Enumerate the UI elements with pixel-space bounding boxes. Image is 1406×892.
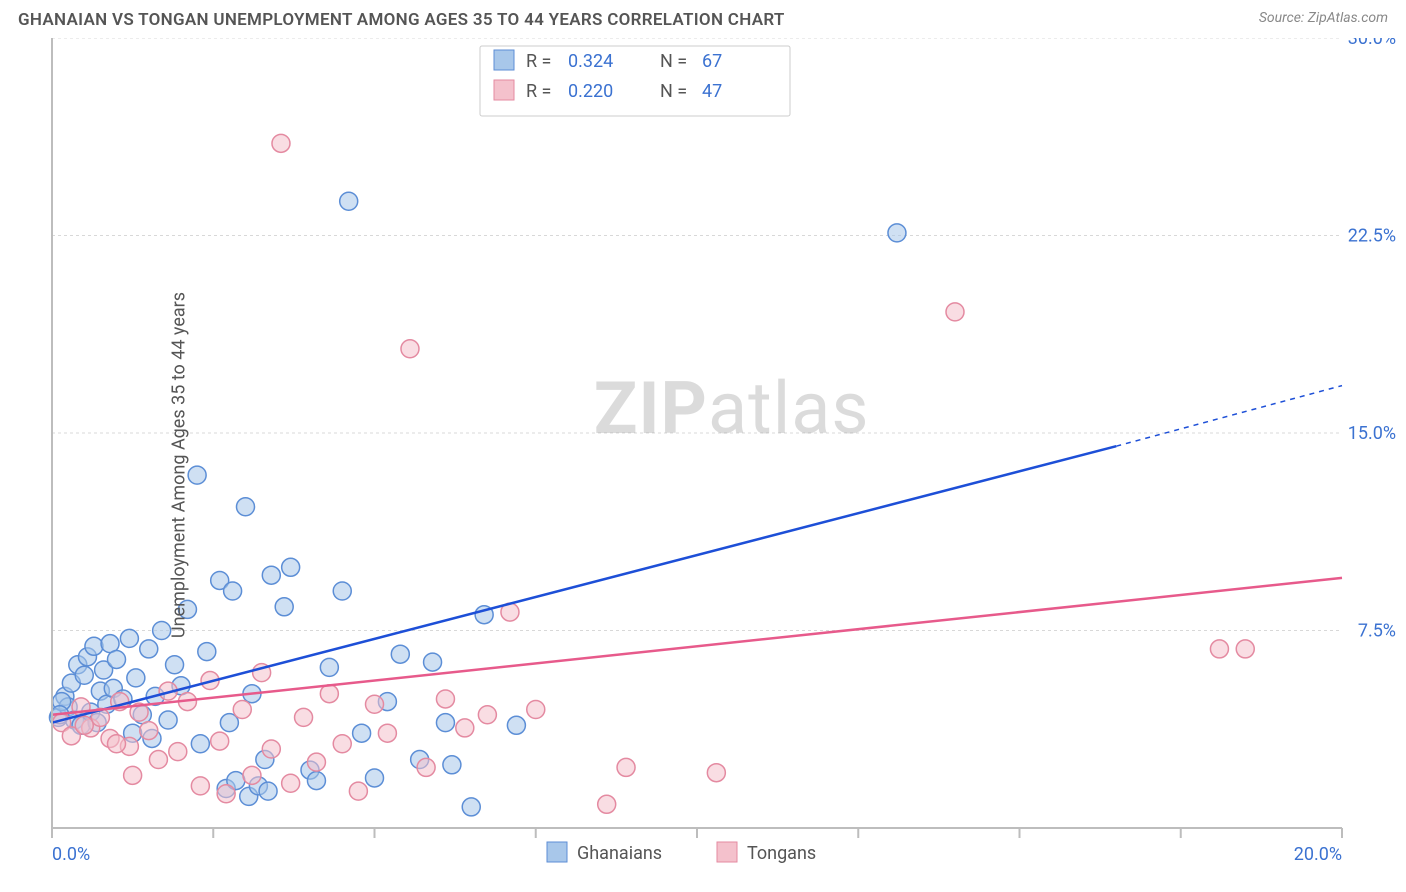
watermark: ZIPatlas xyxy=(594,366,870,451)
legend-swatch xyxy=(547,842,567,862)
data-point xyxy=(275,598,293,616)
chart-title: GHANAIAN VS TONGAN UNEMPLOYMENT AMONG AG… xyxy=(18,10,785,30)
data-point xyxy=(166,656,184,674)
data-point xyxy=(272,134,290,152)
data-point xyxy=(75,666,93,684)
legend-n-label: N = xyxy=(660,81,687,102)
data-point xyxy=(353,724,371,742)
legend-n-value: 67 xyxy=(702,51,722,72)
data-point xyxy=(191,735,209,753)
data-point xyxy=(456,719,474,737)
data-point xyxy=(159,711,177,729)
data-point xyxy=(243,766,261,784)
data-point xyxy=(617,758,635,776)
data-point xyxy=(1236,640,1254,658)
data-point xyxy=(598,795,616,813)
data-point xyxy=(262,740,280,758)
bottom-legend: Ghanaians Tongans xyxy=(547,842,816,864)
y-tick-label: 22.5% xyxy=(1348,226,1396,247)
trend-line-extrapolated xyxy=(1116,386,1342,447)
data-point xyxy=(424,653,442,671)
data-point xyxy=(417,758,435,776)
data-point xyxy=(307,772,325,790)
data-point xyxy=(707,764,725,782)
y-axis-label: Unemployment Among Ages 35 to 44 years xyxy=(169,292,190,638)
trend-line xyxy=(52,578,1342,715)
data-point xyxy=(188,466,206,484)
data-point xyxy=(527,701,545,719)
data-point xyxy=(320,685,338,703)
data-point xyxy=(282,558,300,576)
data-point xyxy=(282,774,300,792)
chart-source: Source: ZipAtlas.com xyxy=(1259,10,1388,26)
data-point xyxy=(108,735,126,753)
data-point xyxy=(443,756,461,774)
data-point xyxy=(391,645,409,663)
legend-r-value: 0.220 xyxy=(568,81,613,102)
data-point xyxy=(1210,640,1228,658)
legend-n-value: 47 xyxy=(702,81,722,102)
data-point xyxy=(191,777,209,795)
data-point xyxy=(888,224,906,242)
legend-series-name: Ghanaians xyxy=(577,843,662,864)
data-point xyxy=(85,637,103,655)
correlation-scatter-chart: ZIPatlas 0.0% 20.0% 7.5% 15.0% 22.5% 30.0% R = 0… xyxy=(0,38,1406,892)
data-point xyxy=(198,643,216,661)
data-point xyxy=(75,716,93,734)
data-point xyxy=(211,732,229,750)
data-point xyxy=(124,766,142,784)
data-point xyxy=(120,629,138,647)
legend-r-value: 0.324 xyxy=(568,51,613,72)
data-point xyxy=(366,769,384,787)
data-point xyxy=(259,782,277,800)
data-point xyxy=(307,753,325,771)
legend-swatch xyxy=(717,842,737,862)
data-point xyxy=(140,722,158,740)
data-point xyxy=(507,716,525,734)
legend-swatch xyxy=(494,80,514,100)
data-point xyxy=(436,714,454,732)
data-point xyxy=(295,708,313,726)
data-point xyxy=(127,669,145,687)
legend-r-label: R = xyxy=(526,51,551,72)
data-point xyxy=(946,303,964,321)
data-point xyxy=(149,751,167,769)
data-point xyxy=(478,706,496,724)
data-point xyxy=(233,701,251,719)
data-point xyxy=(333,582,351,600)
y-tick-label: 15.0% xyxy=(1348,423,1396,444)
y-tick-label: 7.5% xyxy=(1358,621,1396,642)
data-point xyxy=(262,566,280,584)
x-tick-label: 0.0% xyxy=(52,844,90,865)
data-point xyxy=(349,782,367,800)
legend-series-name: Tongans xyxy=(747,843,816,864)
data-point xyxy=(320,658,338,676)
data-point xyxy=(224,582,242,600)
data-point xyxy=(333,735,351,753)
chart-header: GHANAIAN VS TONGAN UNEMPLOYMENT AMONG AG… xyxy=(18,10,1388,30)
data-point xyxy=(169,743,187,761)
data-point xyxy=(108,650,126,668)
data-point xyxy=(237,498,255,516)
data-point xyxy=(378,724,396,742)
data-point xyxy=(462,798,480,816)
y-tick-label: 30.0% xyxy=(1348,38,1396,49)
data-point xyxy=(436,690,454,708)
chart-area: Unemployment Among Ages 35 to 44 years Z… xyxy=(0,38,1406,892)
legend-n-label: N = xyxy=(660,51,687,72)
data-point xyxy=(217,785,235,803)
data-point xyxy=(401,340,419,358)
data-point xyxy=(366,695,384,713)
legend-swatch xyxy=(494,50,514,70)
x-tick-label: 20.0% xyxy=(1294,844,1342,865)
data-point xyxy=(140,640,158,658)
data-point xyxy=(340,192,358,210)
legend-r-label: R = xyxy=(526,81,551,102)
